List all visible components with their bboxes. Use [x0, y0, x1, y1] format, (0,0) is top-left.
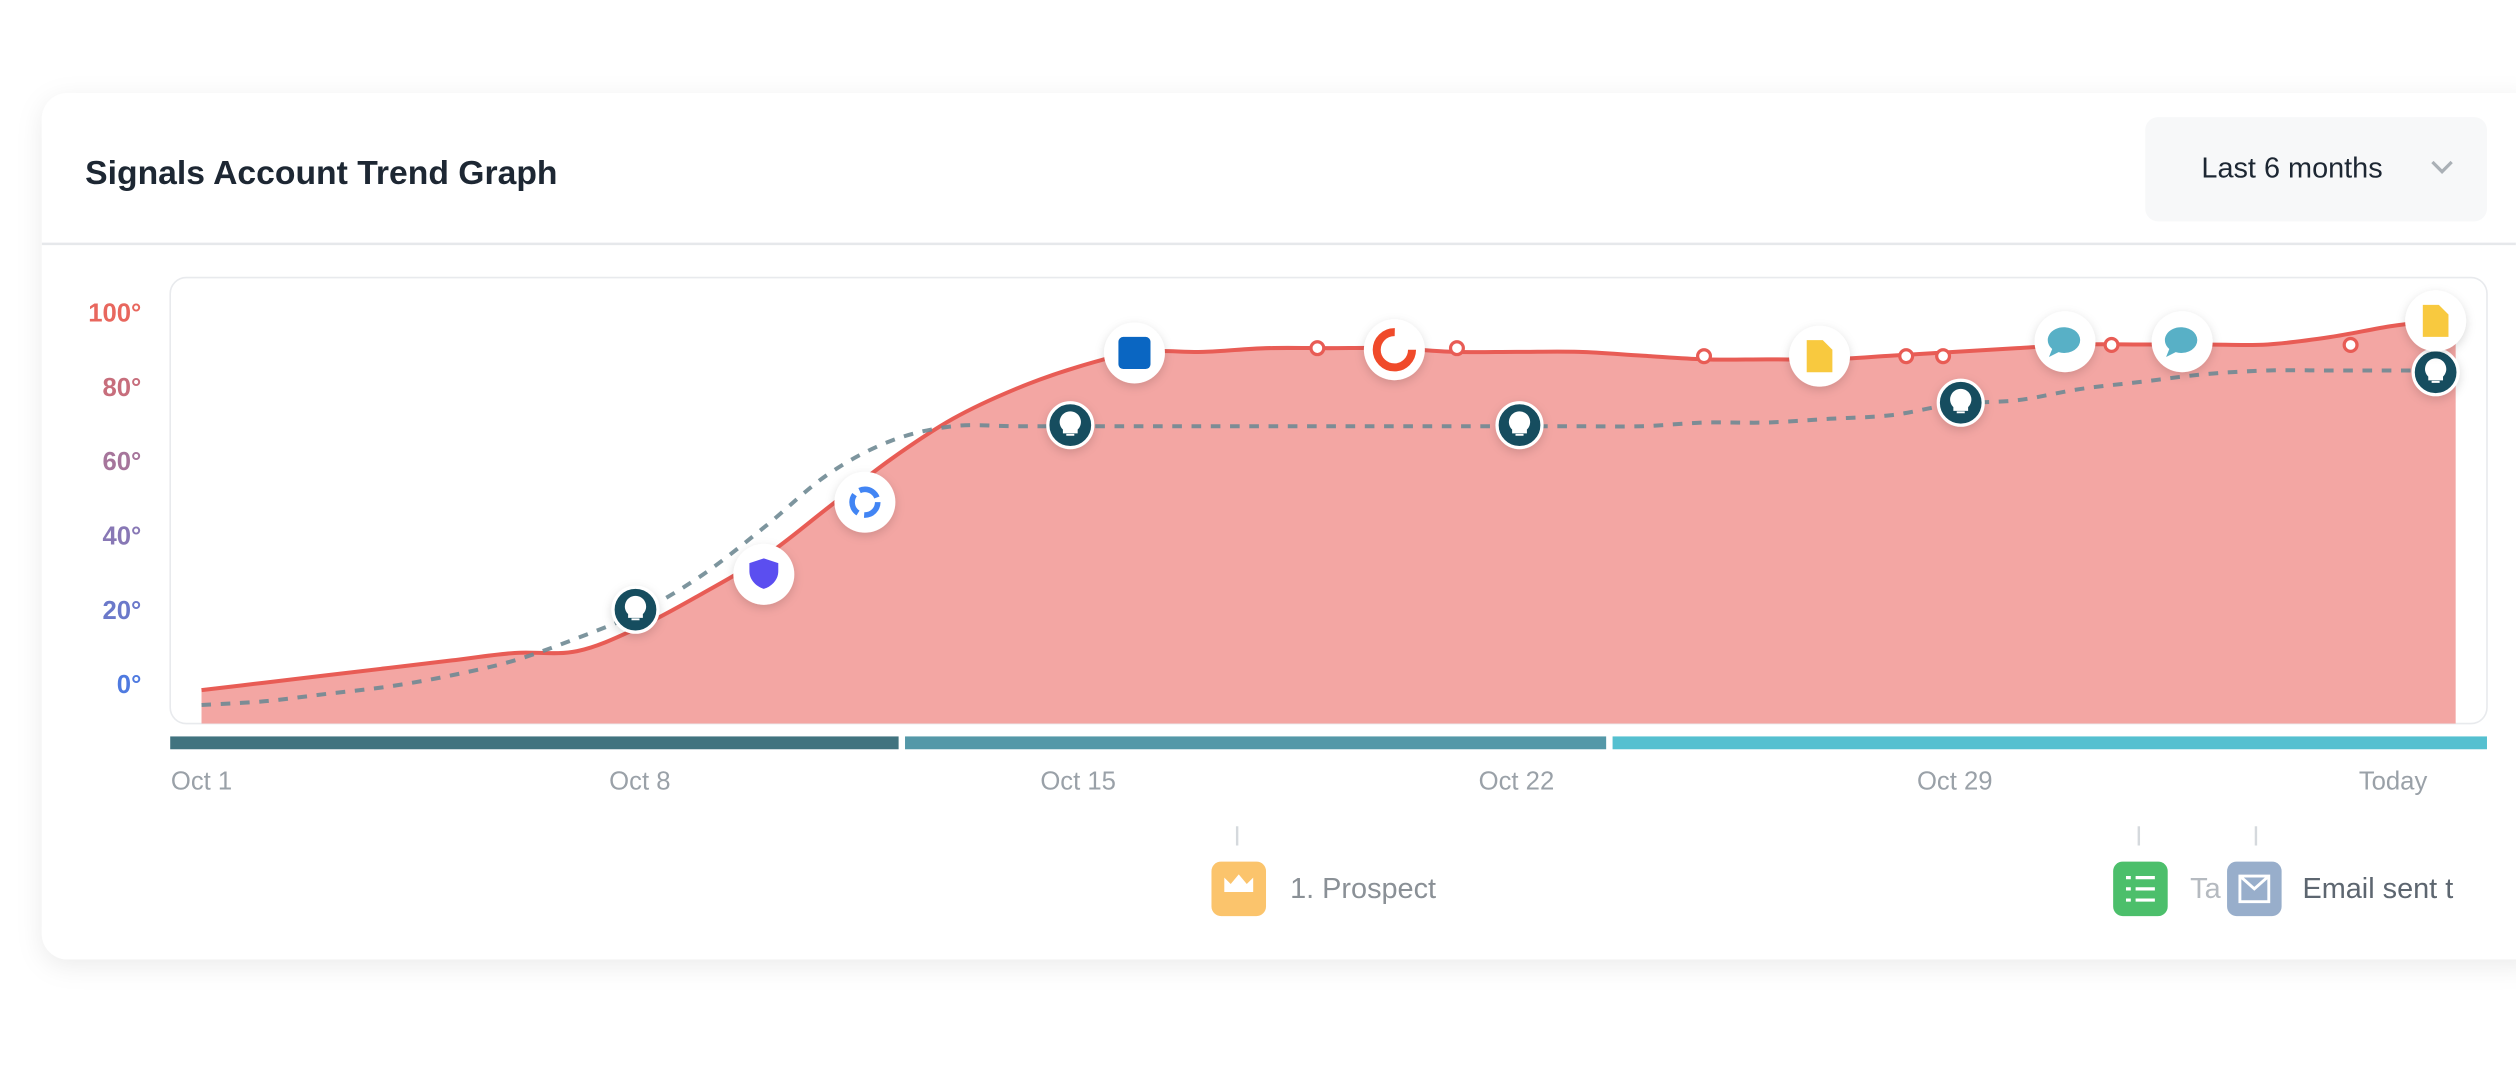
dropdown-chevron[interactable]: [2431, 160, 2453, 174]
y-tick-label: 80°: [103, 374, 142, 402]
event-label: Email sent t: [2302, 873, 2453, 905]
y-tick-label: 40°: [103, 523, 142, 551]
bulb-glyph: [624, 595, 647, 621]
x-tick-label: Oct 22: [1479, 768, 1555, 796]
email-glyph: [2238, 874, 2271, 904]
event-label: 1. Prospect: [1290, 873, 1436, 905]
x-tick-label: Oct 15: [1040, 768, 1116, 796]
bulb-glyph: [2425, 358, 2447, 383]
chat-glyph: [2047, 327, 2081, 357]
doc-glyph: [2422, 304, 2449, 337]
x-tick-label: Oct 29: [1917, 768, 1993, 796]
y-tick-label: 60°: [103, 448, 142, 476]
g2-glyph: [1372, 328, 1417, 372]
y-tick-label: 20°: [103, 597, 142, 625]
x-tick-label: Oct 8: [609, 768, 670, 796]
event-dot: [1448, 340, 1465, 357]
timeline: 1. Prospect Ta Email sent t: [1211, 826, 2453, 917]
event-dot: [1696, 348, 1713, 365]
event-dot: [1898, 348, 1915, 365]
dropdown-box[interactable]: [2145, 117, 2487, 222]
x-tick-label: Today: [2359, 768, 2428, 796]
event-dot: [2103, 336, 2120, 353]
crown-glyph: [1224, 874, 1254, 893]
bulb-glyph: [1059, 411, 1081, 436]
stage-bar: [905, 736, 1607, 750]
doc-glyph: [1806, 340, 1833, 373]
google-glyph: [849, 486, 881, 518]
bulb-glyph: [1508, 411, 1531, 436]
event-dot: [1309, 340, 1326, 357]
event-dot: [1935, 348, 1952, 365]
event-label: Ta: [2190, 873, 2221, 905]
source-icon: [834, 471, 896, 533]
bulb-glyph: [1950, 388, 1972, 414]
y-tick-label: 0°: [117, 671, 142, 699]
y-tick-label: 100°: [88, 300, 141, 328]
task-glyph: [2125, 876, 2155, 902]
area-fill: [201, 318, 2456, 724]
range-dropdown[interactable]: Last 6 months: [2145, 117, 2487, 222]
stage-bar: [170, 736, 899, 750]
overlay: [611, 290, 2467, 634]
event-dot: [2342, 336, 2359, 353]
card-title: Signals Account Trend Graph: [85, 155, 557, 192]
dropdown-label[interactable]: Last 6 months: [2201, 153, 2382, 185]
baseline-line: [201, 368, 2456, 708]
x-tick-label: Oct 1: [171, 768, 232, 796]
chat-glyph: [2164, 327, 2198, 357]
shield-glyph: [749, 558, 779, 589]
linkedin-glyph: [1118, 336, 1151, 370]
stage-bar: [1612, 736, 2487, 750]
